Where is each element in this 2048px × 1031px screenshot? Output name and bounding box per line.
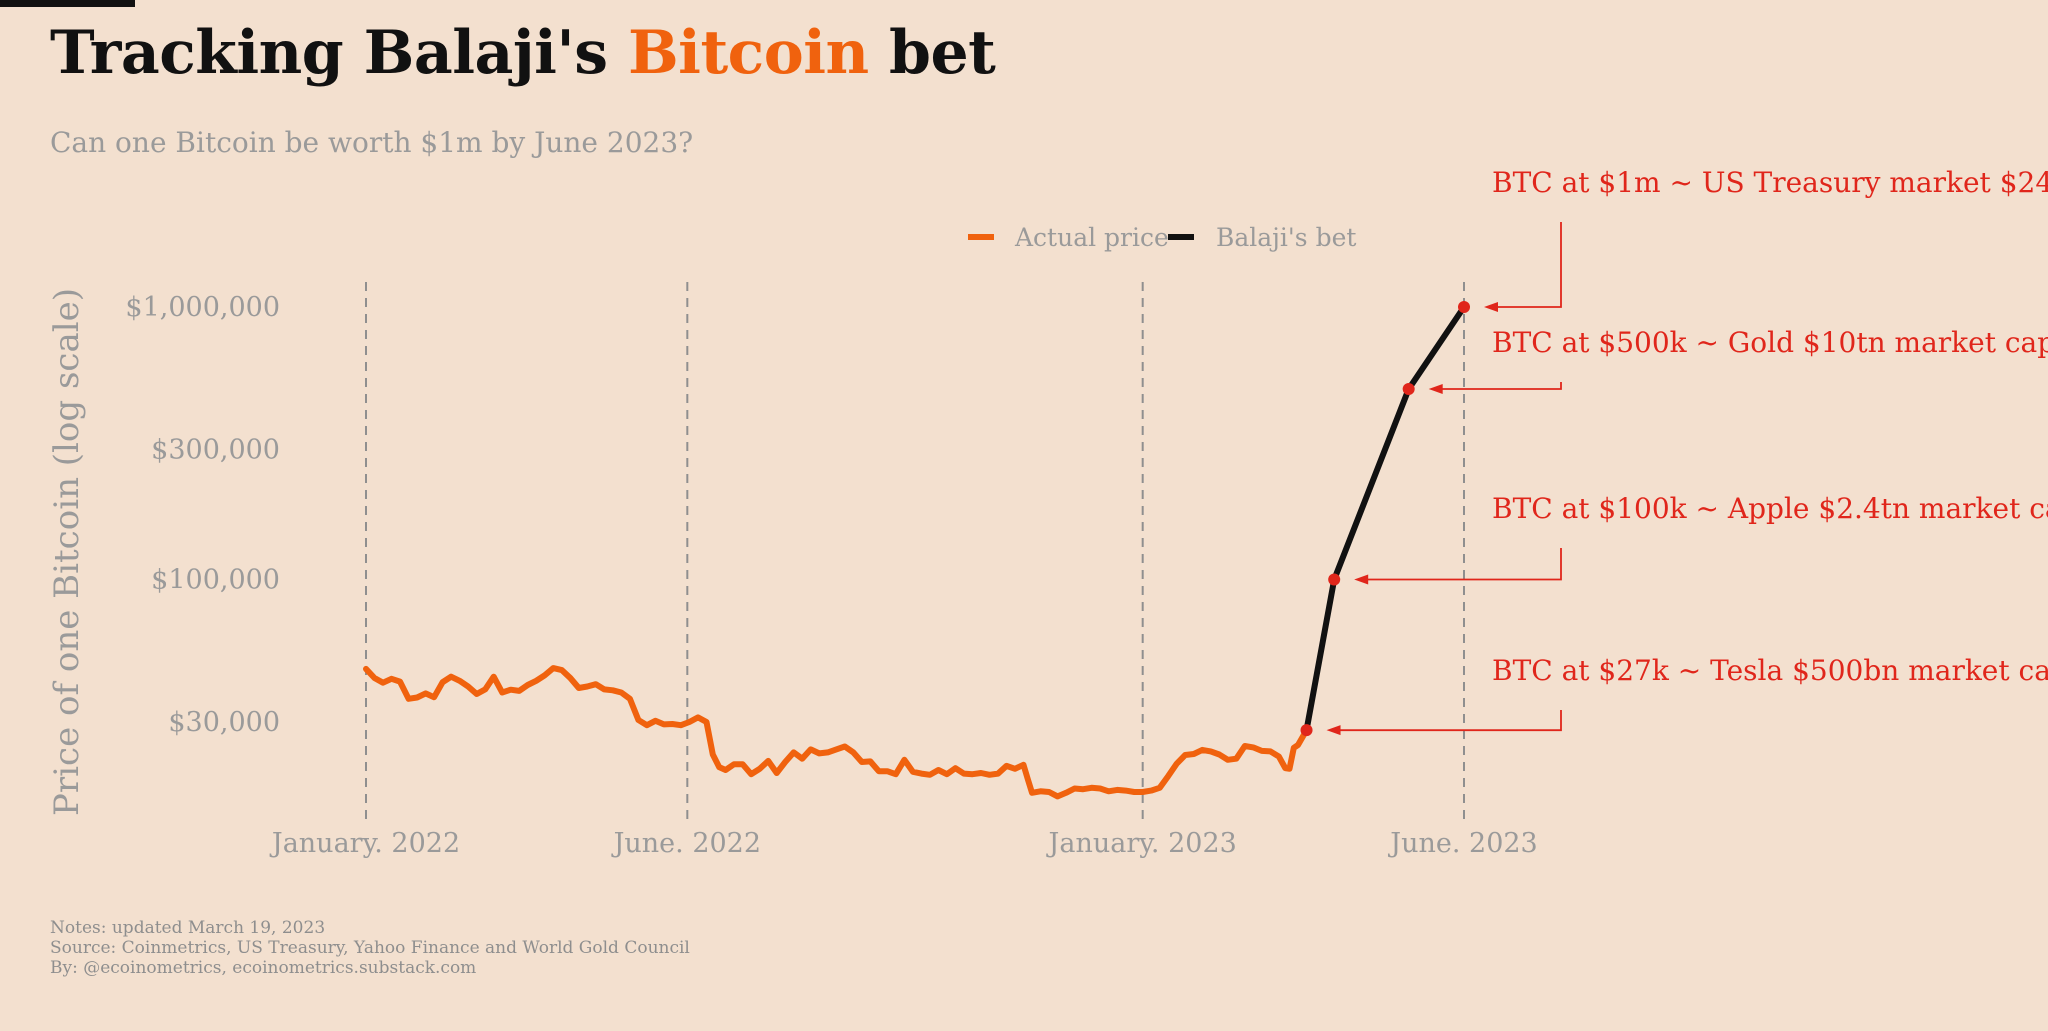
bet-point-0 [1458,301,1470,313]
series-balaji-bet-line [1303,304,1467,734]
y-tick-label-2: $300,000 [151,434,280,465]
y-tick-label-0: $30,000 [168,707,280,738]
note-updated: Notes: updated March 19, 2023 [50,918,326,938]
bet-point-2 [1328,573,1341,586]
annotation-arrow-line-2 [1362,548,1562,581]
annotation-label-3: BTC at $27k ~ Tesla $500bn market cap [1492,654,2048,687]
legend-label-bet: Balaji's bet [1216,223,1356,252]
title-suffix: bet [868,18,996,88]
y-tick-labels: $30,000 $100,000 $300,000 $1,000,000 [125,292,280,738]
annotation-arrow-line-1 [1436,382,1562,390]
annotation-arrowhead-2 [1354,574,1369,585]
y-tick-label-1: $100,000 [151,565,280,596]
series-lines [363,301,1470,800]
annotation-arrowhead-0 [1484,302,1498,312]
series-actual-price-line [363,665,1310,800]
title-highlight: Bitcoin [627,18,869,88]
footnotes: Notes: updated March 19, 2023 Source: Co… [50,918,690,978]
annotations: BTC at $1m ~ US Treasury market $24tn BTC… [1326,166,2048,736]
x-tick-label-0: January. 2022 [269,828,460,859]
annotation-arrow-line-0 [1492,222,1562,308]
chart-title: Tracking Balaji's Bitcoin bet [50,18,996,88]
annotation-arrowhead-3 [1326,725,1341,736]
y-tick-label-3: $1,000,000 [125,292,280,323]
bet-point-1 [1402,383,1415,396]
annotation-label-2: BTC at $100k ~ Apple $2.4tn market cap [1492,492,2048,525]
top-accent-bar [0,0,135,7]
chart-subtitle: Can one Bitcoin be worth $1m by June 202… [50,126,694,159]
x-tick-labels: January. 2022 June. 2022 January. 2023 June… [269,828,1538,859]
title-prefix: Tracking Balaji's [50,18,628,88]
annotation-label-1: BTC at $500k ~ Gold $10tn market cap [1492,326,2048,359]
annotation-arrow-line-3 [1334,710,1562,732]
bet-point-3 [1300,724,1313,737]
legend-label-actual: Actual price [1014,223,1169,252]
annotation-arrowhead-1 [1428,384,1443,395]
note-source: Source: Coinmetrics, US Treasury, Yahoo … [50,938,690,958]
x-tick-label-1: June. 2022 [611,828,761,859]
annotation-label-0: BTC at $1m ~ US Treasury market $24tn [1492,166,2048,199]
x-tick-label-3: June. 2023 [1387,828,1537,859]
note-byline: By: @ecoinometrics, ecoinometrics.substa… [50,958,477,978]
gridlines [365,282,1465,822]
x-tick-label-2: January. 2023 [1046,828,1237,859]
legend: Actual price Balaji's bet [968,223,1356,252]
y-axis-label: Price of one Bitcoin (log scale) [47,288,87,816]
